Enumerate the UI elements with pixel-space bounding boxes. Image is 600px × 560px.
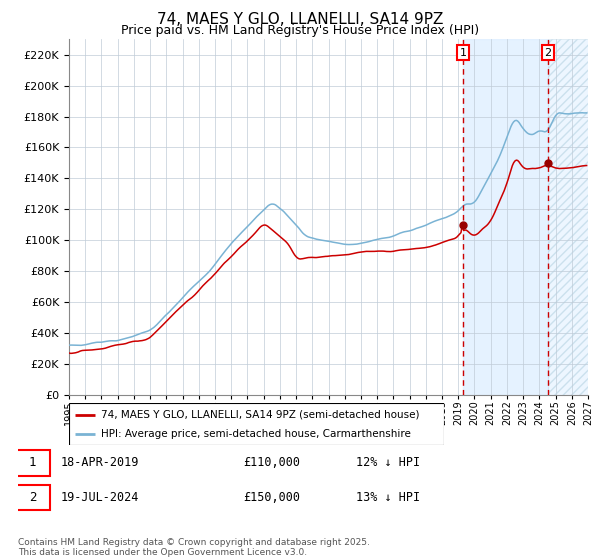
Text: 2: 2 xyxy=(29,491,37,504)
Text: 18-APR-2019: 18-APR-2019 xyxy=(60,456,139,469)
Text: 13% ↓ HPI: 13% ↓ HPI xyxy=(356,491,421,504)
Text: 1: 1 xyxy=(29,456,37,469)
Text: Price paid vs. HM Land Registry's House Price Index (HPI): Price paid vs. HM Land Registry's House … xyxy=(121,24,479,36)
Text: 12% ↓ HPI: 12% ↓ HPI xyxy=(356,456,421,469)
Text: 74, MAES Y GLO, LLANELLI, SA14 9PZ (semi-detached house): 74, MAES Y GLO, LLANELLI, SA14 9PZ (semi… xyxy=(101,409,419,419)
Text: Contains HM Land Registry data © Crown copyright and database right 2025.
This d: Contains HM Land Registry data © Crown c… xyxy=(18,538,370,557)
Text: £150,000: £150,000 xyxy=(244,491,301,504)
Text: HPI: Average price, semi-detached house, Carmarthenshire: HPI: Average price, semi-detached house,… xyxy=(101,429,411,439)
FancyBboxPatch shape xyxy=(69,403,444,445)
Text: 19-JUL-2024: 19-JUL-2024 xyxy=(60,491,139,504)
Text: 1: 1 xyxy=(460,48,466,58)
Text: 2: 2 xyxy=(545,48,551,58)
Text: 74, MAES Y GLO, LLANELLI, SA14 9PZ: 74, MAES Y GLO, LLANELLI, SA14 9PZ xyxy=(157,12,443,27)
Bar xyxy=(548,39,588,395)
FancyBboxPatch shape xyxy=(15,450,50,475)
Text: £110,000: £110,000 xyxy=(244,456,301,469)
Bar xyxy=(463,39,548,395)
FancyBboxPatch shape xyxy=(15,485,50,511)
